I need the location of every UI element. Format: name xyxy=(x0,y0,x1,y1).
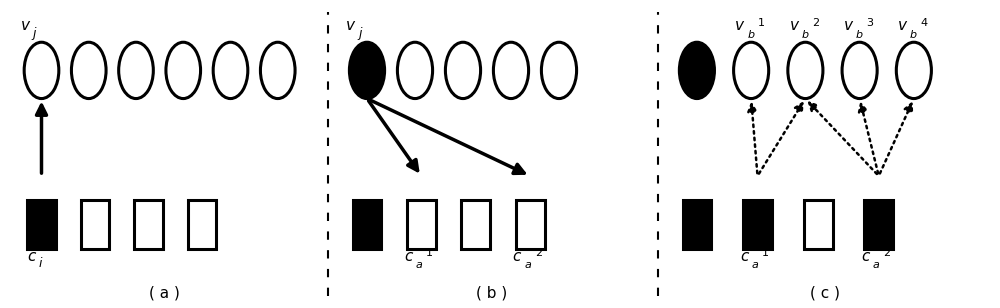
Bar xyxy=(134,200,163,249)
Ellipse shape xyxy=(397,42,433,99)
Text: v: v xyxy=(21,18,30,34)
Bar xyxy=(516,200,545,249)
Text: v: v xyxy=(789,18,798,34)
Text: v: v xyxy=(346,18,355,34)
Text: b: b xyxy=(910,30,917,40)
Text: ( b ): ( b ) xyxy=(476,286,507,301)
Text: 3: 3 xyxy=(867,18,874,28)
Bar xyxy=(743,200,772,249)
Text: a: a xyxy=(524,260,531,270)
Text: 2: 2 xyxy=(535,248,542,258)
Ellipse shape xyxy=(541,42,577,99)
Text: c: c xyxy=(404,249,412,264)
Ellipse shape xyxy=(842,42,877,99)
Ellipse shape xyxy=(166,42,201,99)
Ellipse shape xyxy=(679,42,714,99)
Text: 1: 1 xyxy=(762,248,769,258)
Text: 4: 4 xyxy=(921,18,928,28)
Bar xyxy=(864,200,893,249)
Text: j: j xyxy=(33,26,36,40)
Bar xyxy=(188,200,216,249)
Text: 2: 2 xyxy=(884,248,891,258)
Bar xyxy=(81,200,109,249)
Ellipse shape xyxy=(349,42,385,99)
Bar xyxy=(461,200,490,249)
Text: 2: 2 xyxy=(812,18,820,28)
Text: j: j xyxy=(358,26,362,40)
Text: v: v xyxy=(898,18,907,34)
Bar xyxy=(683,200,711,249)
Text: i: i xyxy=(39,257,42,270)
Ellipse shape xyxy=(119,42,153,99)
Text: c: c xyxy=(513,249,521,264)
Ellipse shape xyxy=(493,42,529,99)
Ellipse shape xyxy=(71,42,106,99)
Ellipse shape xyxy=(788,42,823,99)
Text: b: b xyxy=(747,30,754,40)
Text: v: v xyxy=(844,18,853,34)
Ellipse shape xyxy=(24,42,59,99)
Text: c: c xyxy=(740,249,748,264)
Text: 1: 1 xyxy=(426,248,433,258)
Text: 1: 1 xyxy=(758,18,765,28)
Ellipse shape xyxy=(213,42,248,99)
Ellipse shape xyxy=(260,42,295,99)
Bar xyxy=(353,200,381,249)
Text: v: v xyxy=(735,18,744,34)
Text: a: a xyxy=(752,260,759,270)
Text: a: a xyxy=(873,260,880,270)
Text: b: b xyxy=(856,30,863,40)
Ellipse shape xyxy=(445,42,481,99)
Text: c: c xyxy=(861,249,870,264)
Ellipse shape xyxy=(896,42,931,99)
Text: b: b xyxy=(802,30,809,40)
Text: ( a ): ( a ) xyxy=(149,286,180,301)
Ellipse shape xyxy=(734,42,769,99)
Text: a: a xyxy=(416,260,423,270)
Text: c: c xyxy=(27,249,36,264)
Bar xyxy=(27,200,56,249)
Text: ( c ): ( c ) xyxy=(810,286,840,301)
Bar xyxy=(407,200,436,249)
Bar xyxy=(804,200,832,249)
